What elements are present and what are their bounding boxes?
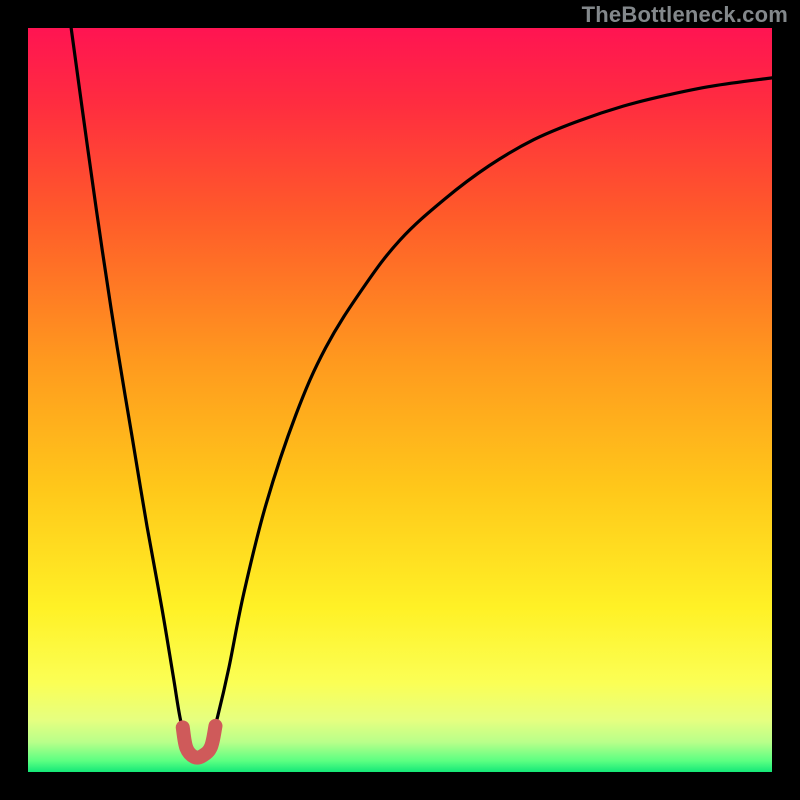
watermark-text: TheBottleneck.com (582, 2, 788, 28)
gradient-background (28, 28, 772, 772)
plot-area (28, 28, 772, 772)
chart-frame: TheBottleneck.com (0, 0, 800, 800)
